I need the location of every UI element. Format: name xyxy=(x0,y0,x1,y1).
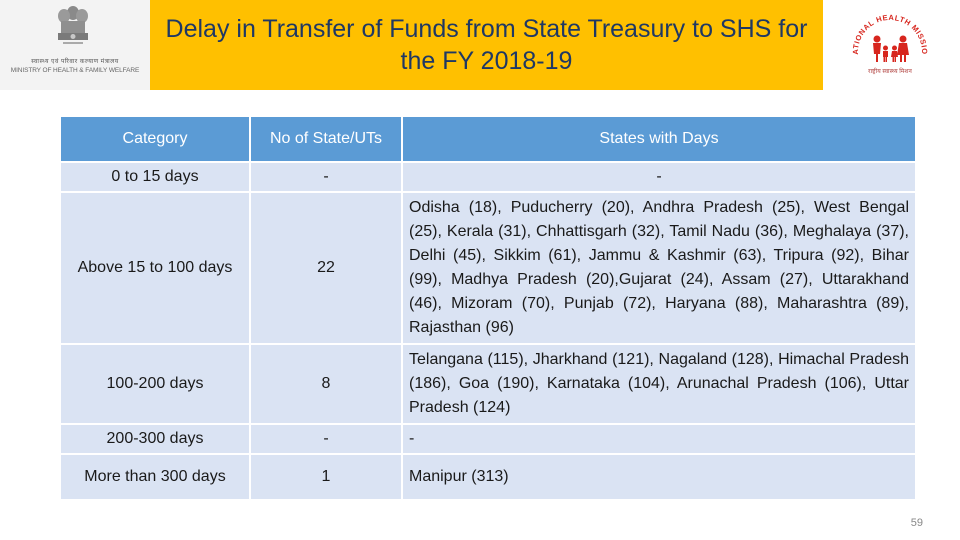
table-row: Above 15 to 100 days 22 Odisha (18), Pud… xyxy=(61,193,915,343)
category-cell: More than 300 days xyxy=(61,455,249,499)
ministry-name: MINISTRY OF HEALTH & FAMILY WELFARE xyxy=(10,67,140,74)
count-cell: - xyxy=(251,425,401,453)
table-row: 0 to 15 days - - xyxy=(61,163,915,191)
category-cell: 100-200 days xyxy=(61,345,249,423)
table-header-row: Category No of State/UTs States with Day… xyxy=(61,117,915,161)
category-cell: Above 15 to 100 days xyxy=(61,193,249,343)
nhm-logo-hindi: राष्ट्रीय स्वास्थ्य मिशन xyxy=(868,67,912,75)
table-row: 100-200 days 8 Telangana (115), Jharkhan… xyxy=(61,345,915,423)
column-header-states: States with Days xyxy=(403,117,915,161)
ministry-hindi-name: स्वास्थ्य एवं परिवार कल्याण मंत्रालय xyxy=(31,59,119,65)
count-cell: - xyxy=(251,163,401,191)
states-cell: - xyxy=(403,163,915,191)
states-cell: Manipur (313) xyxy=(403,455,915,499)
count-cell: 22 xyxy=(251,193,401,343)
national-emblem-icon xyxy=(58,6,88,44)
table-row: 200-300 days - - xyxy=(61,425,915,453)
column-header-count: No of State/UTs xyxy=(251,117,401,161)
count-cell: 8 xyxy=(251,345,401,423)
nhm-logo: NATIONAL HEALTH MISSION राष्ट्रीय स्वास्… xyxy=(848,12,929,75)
funds-delay-table: Category No of State/UTs States with Day… xyxy=(59,115,917,501)
nhm-logo-text: NATIONAL HEALTH MISSION xyxy=(848,12,928,55)
count-cell: 1 xyxy=(251,455,401,499)
svg-text:NATIONAL HEALTH MISSION: NATIONAL HEALTH MISSION xyxy=(848,12,929,55)
page-title: Delay in Transfer of Funds from State Tr… xyxy=(165,15,808,75)
column-header-category: Category xyxy=(61,117,249,161)
states-cell: - xyxy=(403,425,915,453)
ministry-logo: स्वास्थ्य एवं परिवार कल्याण मंत्रालय MIN… xyxy=(0,0,150,90)
category-cell: 200-300 days xyxy=(61,425,249,453)
states-cell: Telangana (115), Jharkhand (121), Nagala… xyxy=(403,345,915,423)
category-cell: 0 to 15 days xyxy=(61,163,249,191)
table-row: More than 300 days 1 Manipur (313) xyxy=(61,455,915,499)
states-cell: Odisha (18), Puducherry (20), Andhra Pra… xyxy=(403,193,915,343)
page-number: 59 xyxy=(910,517,923,529)
title-banner: Delay in Transfer of Funds from State Tr… xyxy=(150,0,823,90)
family-icon xyxy=(873,35,909,62)
